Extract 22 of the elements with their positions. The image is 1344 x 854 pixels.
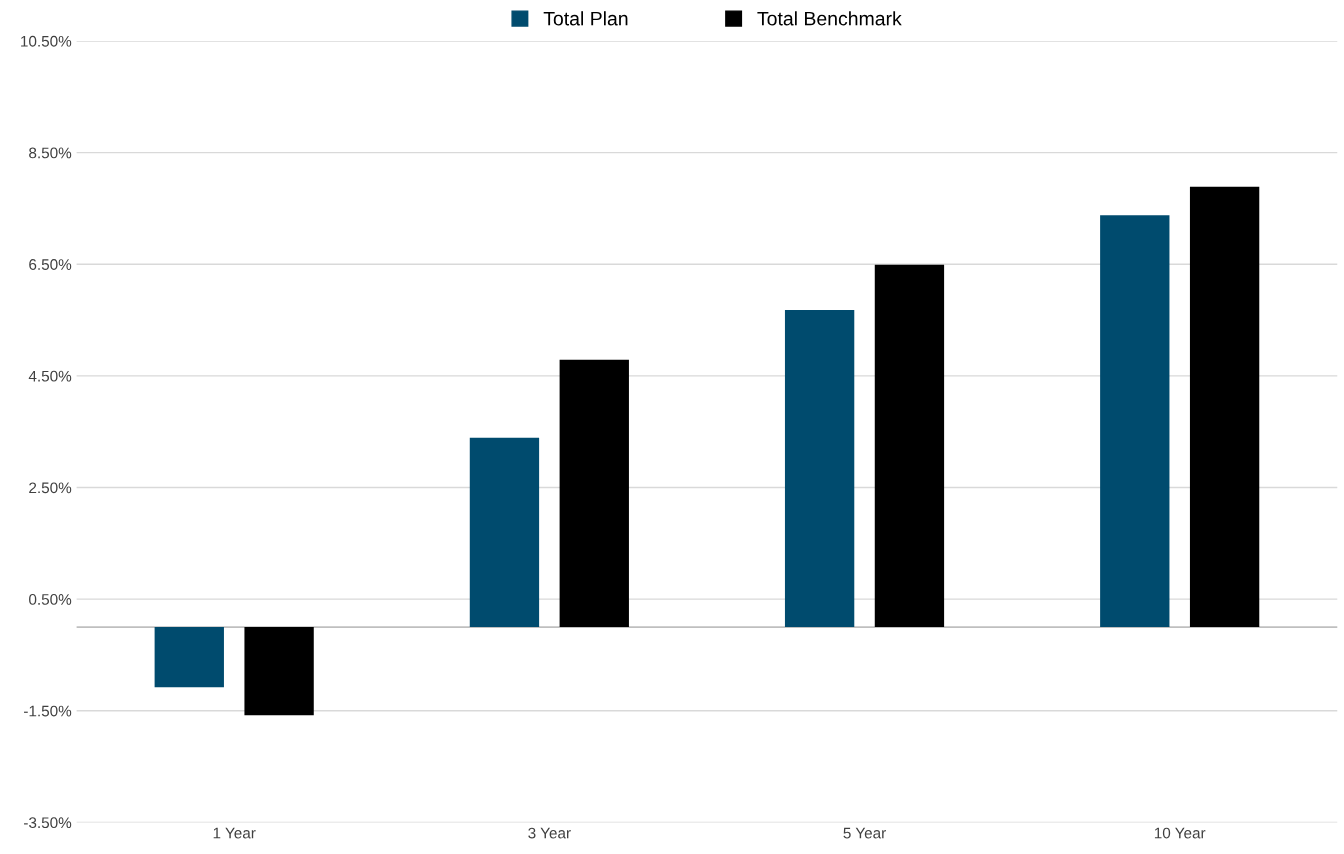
y-tick-label: 6.50% bbox=[29, 259, 72, 270]
y-tick-label: -1.50% bbox=[24, 705, 72, 717]
y-tick-label: 10.50% bbox=[21, 35, 72, 47]
bar bbox=[244, 627, 314, 716]
legend-label: Total Benchmark bbox=[757, 11, 902, 26]
x-tick-label: 5 Year bbox=[843, 827, 886, 839]
legend-label: Total Plan bbox=[543, 11, 628, 26]
x-tick-label: 3 Year bbox=[528, 827, 571, 839]
bar bbox=[469, 437, 540, 628]
y-tick-label: -3.50% bbox=[24, 817, 72, 829]
bar bbox=[154, 627, 224, 688]
y-tick-label: 0.50% bbox=[29, 594, 72, 605]
y-tick-label: 4.50% bbox=[28, 370, 72, 382]
bar bbox=[1100, 215, 1170, 628]
bar bbox=[874, 264, 945, 628]
bar bbox=[1189, 186, 1260, 628]
y-tick-label: 2.50% bbox=[29, 482, 72, 494]
bar bbox=[784, 310, 855, 628]
x-tick-label: 10 Year bbox=[1154, 827, 1206, 839]
bar bbox=[559, 359, 629, 628]
x-tick-label: 1 Year bbox=[213, 827, 256, 839]
y-tick-label: 8.50% bbox=[29, 147, 72, 159]
